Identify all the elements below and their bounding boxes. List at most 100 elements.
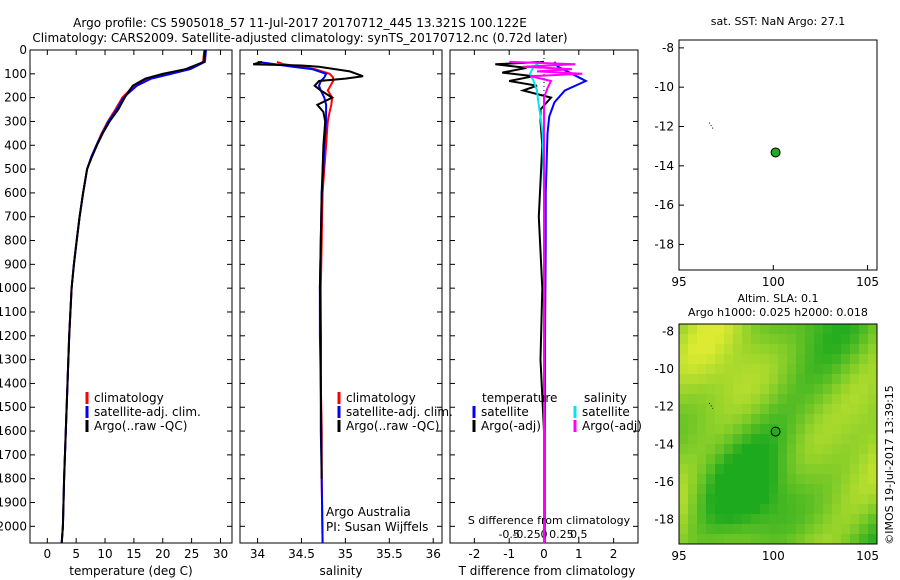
heatmap-cell — [742, 504, 752, 515]
salinity-plot-frame — [239, 49, 443, 544]
heatmap-cell — [778, 434, 788, 445]
heatmap-cell — [751, 504, 761, 515]
y-tick-label: 900 — [4, 257, 27, 271]
heatmap-cell — [832, 354, 842, 365]
heatmap-cell — [778, 484, 788, 495]
heatmap-cell — [742, 474, 752, 485]
heatmap-cell — [814, 494, 824, 505]
heatmap-cell — [823, 404, 833, 415]
heatmap-cell — [679, 424, 689, 435]
y-tick-label: -8 — [662, 325, 674, 339]
heatmap-cell — [832, 414, 842, 425]
heatmap-cell — [706, 534, 716, 545]
heatmap-cell — [823, 374, 833, 385]
float-track — [708, 402, 714, 409]
heatmap-cell — [814, 364, 824, 375]
legend-label-argo: Argo(..raw -QC) — [94, 419, 187, 433]
heatmap-cell — [850, 474, 860, 485]
heatmap-cell — [832, 424, 842, 435]
heatmap-cell — [679, 394, 689, 405]
y-tick-label: -14 — [654, 159, 674, 173]
y-tick-label: 800 — [4, 234, 27, 248]
heatmap-cell — [724, 354, 734, 365]
heatmap-cell — [724, 524, 734, 535]
heatmap-cell — [814, 504, 824, 515]
heatmap-cell — [724, 504, 734, 515]
heatmap-cell — [805, 484, 815, 495]
heatmap-cell — [715, 444, 725, 455]
heatmap-cell — [679, 504, 689, 515]
heatmap-cell — [778, 414, 788, 425]
heatmap-cell — [859, 414, 869, 425]
heatmap-cell — [688, 344, 698, 355]
heatmap-cell — [832, 404, 842, 415]
heatmap-cell — [832, 534, 842, 545]
heatmap-cell — [805, 324, 815, 335]
heatmap-cell — [751, 484, 761, 495]
sla-map-subtitle: Argo h1000: 0.025 h2000: 0.018 — [688, 306, 868, 319]
heatmap-cell — [697, 524, 707, 535]
temperature-plot-frame — [29, 49, 233, 544]
heatmap-cell — [679, 414, 689, 425]
x-tick-label: 10 — [97, 547, 112, 561]
heatmap-cell — [760, 364, 770, 375]
heatmap-cell — [742, 324, 752, 335]
heatmap-cell — [796, 384, 806, 395]
heatmap-cell — [850, 434, 860, 445]
heatmap-cell — [769, 374, 779, 385]
heatmap-cell — [688, 384, 698, 395]
legend-label-climatology: climatology — [94, 391, 164, 405]
heatmap-cell — [832, 524, 842, 535]
temperature-xlabel: temperature (deg C) — [69, 564, 192, 578]
heatmap-cell — [715, 394, 725, 405]
legend-label-climatology: climatology — [346, 391, 416, 405]
x-tick-label: 105 — [856, 275, 879, 289]
argo-position-dot — [770, 147, 781, 158]
heatmap-cell — [769, 504, 779, 515]
heatmap-cell — [679, 404, 689, 415]
heatmap-cell — [787, 394, 797, 405]
heatmap-cell — [787, 334, 797, 345]
legend-label-t-satellite: satellite — [481, 405, 529, 419]
y-tick-label: 1000 — [0, 281, 27, 295]
heatmap-cell — [859, 334, 869, 345]
x-tick-label: -2 — [468, 547, 480, 561]
heatmap-cell — [859, 484, 869, 495]
y-tick-label: -12 — [654, 119, 674, 133]
heatmap-cell — [769, 384, 779, 395]
heatmap-cell — [832, 464, 842, 475]
heatmap-cell — [796, 444, 806, 455]
heatmap-cell — [805, 344, 815, 355]
heatmap-cell — [688, 524, 698, 535]
heatmap-cell — [688, 514, 698, 525]
y-tick-label: 0 — [19, 43, 27, 57]
heatmap-cell — [760, 344, 770, 355]
heatmap-cell — [796, 334, 806, 345]
heatmap-cell — [778, 394, 788, 405]
heatmap-cell — [832, 394, 842, 405]
heatmap-cell — [778, 474, 788, 485]
heatmap-cell — [715, 514, 725, 525]
heatmap-cell — [769, 324, 779, 335]
heatmap-cell — [796, 474, 806, 485]
heatmap-cell — [832, 344, 842, 355]
x-tick-label: 20 — [155, 547, 170, 561]
heatmap-cell — [823, 364, 833, 375]
heatmap-cell — [805, 414, 815, 425]
heatmap-cell — [823, 474, 833, 485]
heatmap-cell — [823, 494, 833, 505]
heatmap-cell — [805, 384, 815, 395]
heatmap-cell — [787, 404, 797, 415]
heatmap-cell — [850, 464, 860, 475]
salinity-series — [252, 60, 364, 544]
heatmap-cell — [778, 534, 788, 545]
heatmap-cell — [868, 424, 878, 435]
heatmap-cell — [769, 404, 779, 415]
heatmap-cell — [796, 464, 806, 475]
heatmap-cell — [742, 404, 752, 415]
heatmap-cell — [715, 534, 725, 545]
heatmap-cell — [778, 334, 788, 345]
legend-label-satellite-clim: satellite-adj. clim. — [346, 405, 453, 419]
heatmap-cell — [841, 404, 851, 415]
